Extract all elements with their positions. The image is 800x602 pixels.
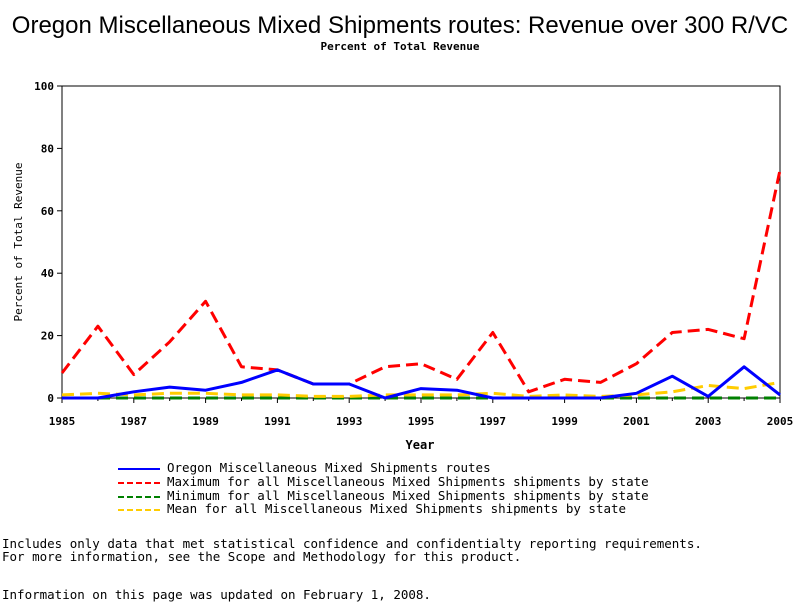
chart-title: Oregon Miscellaneous Mixed Shipments rou… — [11, 12, 789, 39]
x-tick-label: 1993 — [336, 415, 363, 428]
y-tick-label: 80 — [41, 142, 54, 155]
y-tick-label: 20 — [41, 330, 54, 343]
x-tick-label: 1991 — [264, 415, 291, 428]
x-axis-label: Year — [406, 438, 435, 452]
axes: 0 20 40 60 80 100 1985 1987 1989 1991 1993 1995 1997… — [34, 80, 793, 428]
x-tick-label: 1989 — [192, 415, 219, 428]
legend-swatch — [118, 496, 160, 498]
legend-label: Maximum for all Miscellaneous Mixed Ship… — [167, 474, 649, 489]
y-tick-label: 100 — [34, 80, 54, 93]
y-tick-label: 60 — [41, 205, 54, 218]
x-tick-label: 1995 — [408, 415, 435, 428]
legend-label: Mean for all Miscellaneous Mixed Shipmen… — [167, 501, 627, 516]
x-tick-label: 1985 — [49, 415, 76, 428]
series-line-oregon — [62, 365, 781, 400]
x-tick-label: 1997 — [480, 415, 507, 428]
legend-swatch — [118, 468, 160, 470]
plot-frame — [61, 85, 781, 399]
series-line-mean — [61, 380, 781, 398]
y-tick-label: 40 — [41, 267, 54, 280]
legend-swatch — [118, 509, 160, 511]
chart-subtitle: Percent of Total Revenue — [320, 40, 480, 53]
y-axis-label: Percent of Total Revenue — [12, 163, 25, 322]
y-tick-label: 0 — [47, 392, 54, 405]
legend-label: Oregon Miscellaneous Mixed Shipments rou… — [167, 460, 491, 475]
x-tick-label: 2005 — [767, 415, 794, 428]
series-line-maximum — [60, 169, 782, 394]
legend-label: Minimum for all Miscellaneous Mixed Ship… — [167, 488, 649, 503]
x-tick-label: 1999 — [551, 415, 578, 428]
x-tick-label: 2001 — [623, 415, 650, 428]
x-tick-label: 2003 — [695, 415, 722, 428]
series-layer — [60, 169, 782, 400]
footnote-confidence: Includes only data that met statistical … — [2, 536, 702, 551]
x-tick-label: 1987 — [121, 415, 148, 428]
update-notice: Information on this page was updated on … — [2, 587, 431, 602]
footnote-methodology: For more information, see the Scope and … — [2, 549, 522, 564]
legend-swatch — [118, 482, 160, 484]
